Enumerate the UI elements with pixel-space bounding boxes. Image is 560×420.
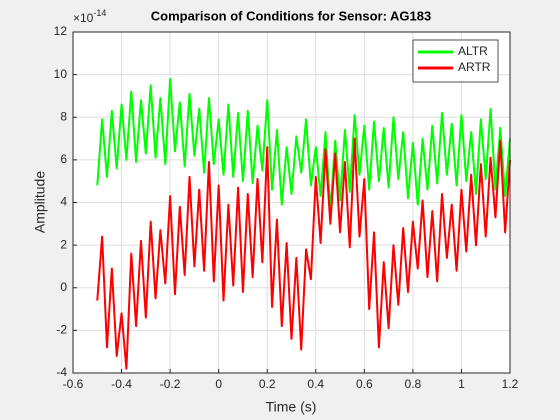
x-tick-label: -0.2 bbox=[160, 377, 181, 391]
y-tick-label: -2 bbox=[56, 323, 67, 337]
data-line bbox=[96, 77, 511, 213]
axes-box bbox=[72, 31, 511, 374]
x-tick-label: 0 bbox=[215, 377, 222, 391]
x-tick-label: 0.6 bbox=[356, 377, 373, 391]
legend-label: ALTR bbox=[458, 44, 488, 58]
y-tick-label: 4 bbox=[60, 195, 67, 209]
x-tick-label: -0.6 bbox=[63, 377, 84, 391]
x-tick-label: 0.2 bbox=[259, 377, 276, 391]
y-tick-label: 10 bbox=[54, 67, 68, 81]
y-exponent: ×10-14 bbox=[73, 8, 106, 25]
x-axis-label: Time (s) bbox=[266, 399, 317, 415]
x-tick-label: 0.8 bbox=[405, 377, 422, 391]
y-tick-label: 2 bbox=[60, 237, 67, 251]
y-exponent-power: -14 bbox=[93, 8, 106, 18]
y-tick-label: -4 bbox=[56, 365, 67, 379]
y-tick-label: 0 bbox=[60, 280, 67, 294]
y-tick-label: 12 bbox=[54, 24, 68, 38]
x-tick-label: 1 bbox=[458, 377, 465, 391]
y-tick-label: 6 bbox=[60, 152, 67, 166]
legend-box bbox=[412, 39, 499, 83]
chart-title: Comparison of Conditions for Sensor: AG1… bbox=[151, 8, 431, 23]
y-axis-label: Amplitude bbox=[32, 171, 48, 233]
y-exponent-base: ×10 bbox=[73, 11, 94, 25]
data-line bbox=[96, 137, 511, 370]
x-tick-label: -0.4 bbox=[111, 377, 132, 391]
y-tick-label: 8 bbox=[60, 109, 67, 123]
x-tick-label: 0.4 bbox=[307, 377, 324, 391]
x-tick-label: 1.2 bbox=[502, 377, 519, 391]
legend-label: ARTR bbox=[458, 60, 491, 74]
